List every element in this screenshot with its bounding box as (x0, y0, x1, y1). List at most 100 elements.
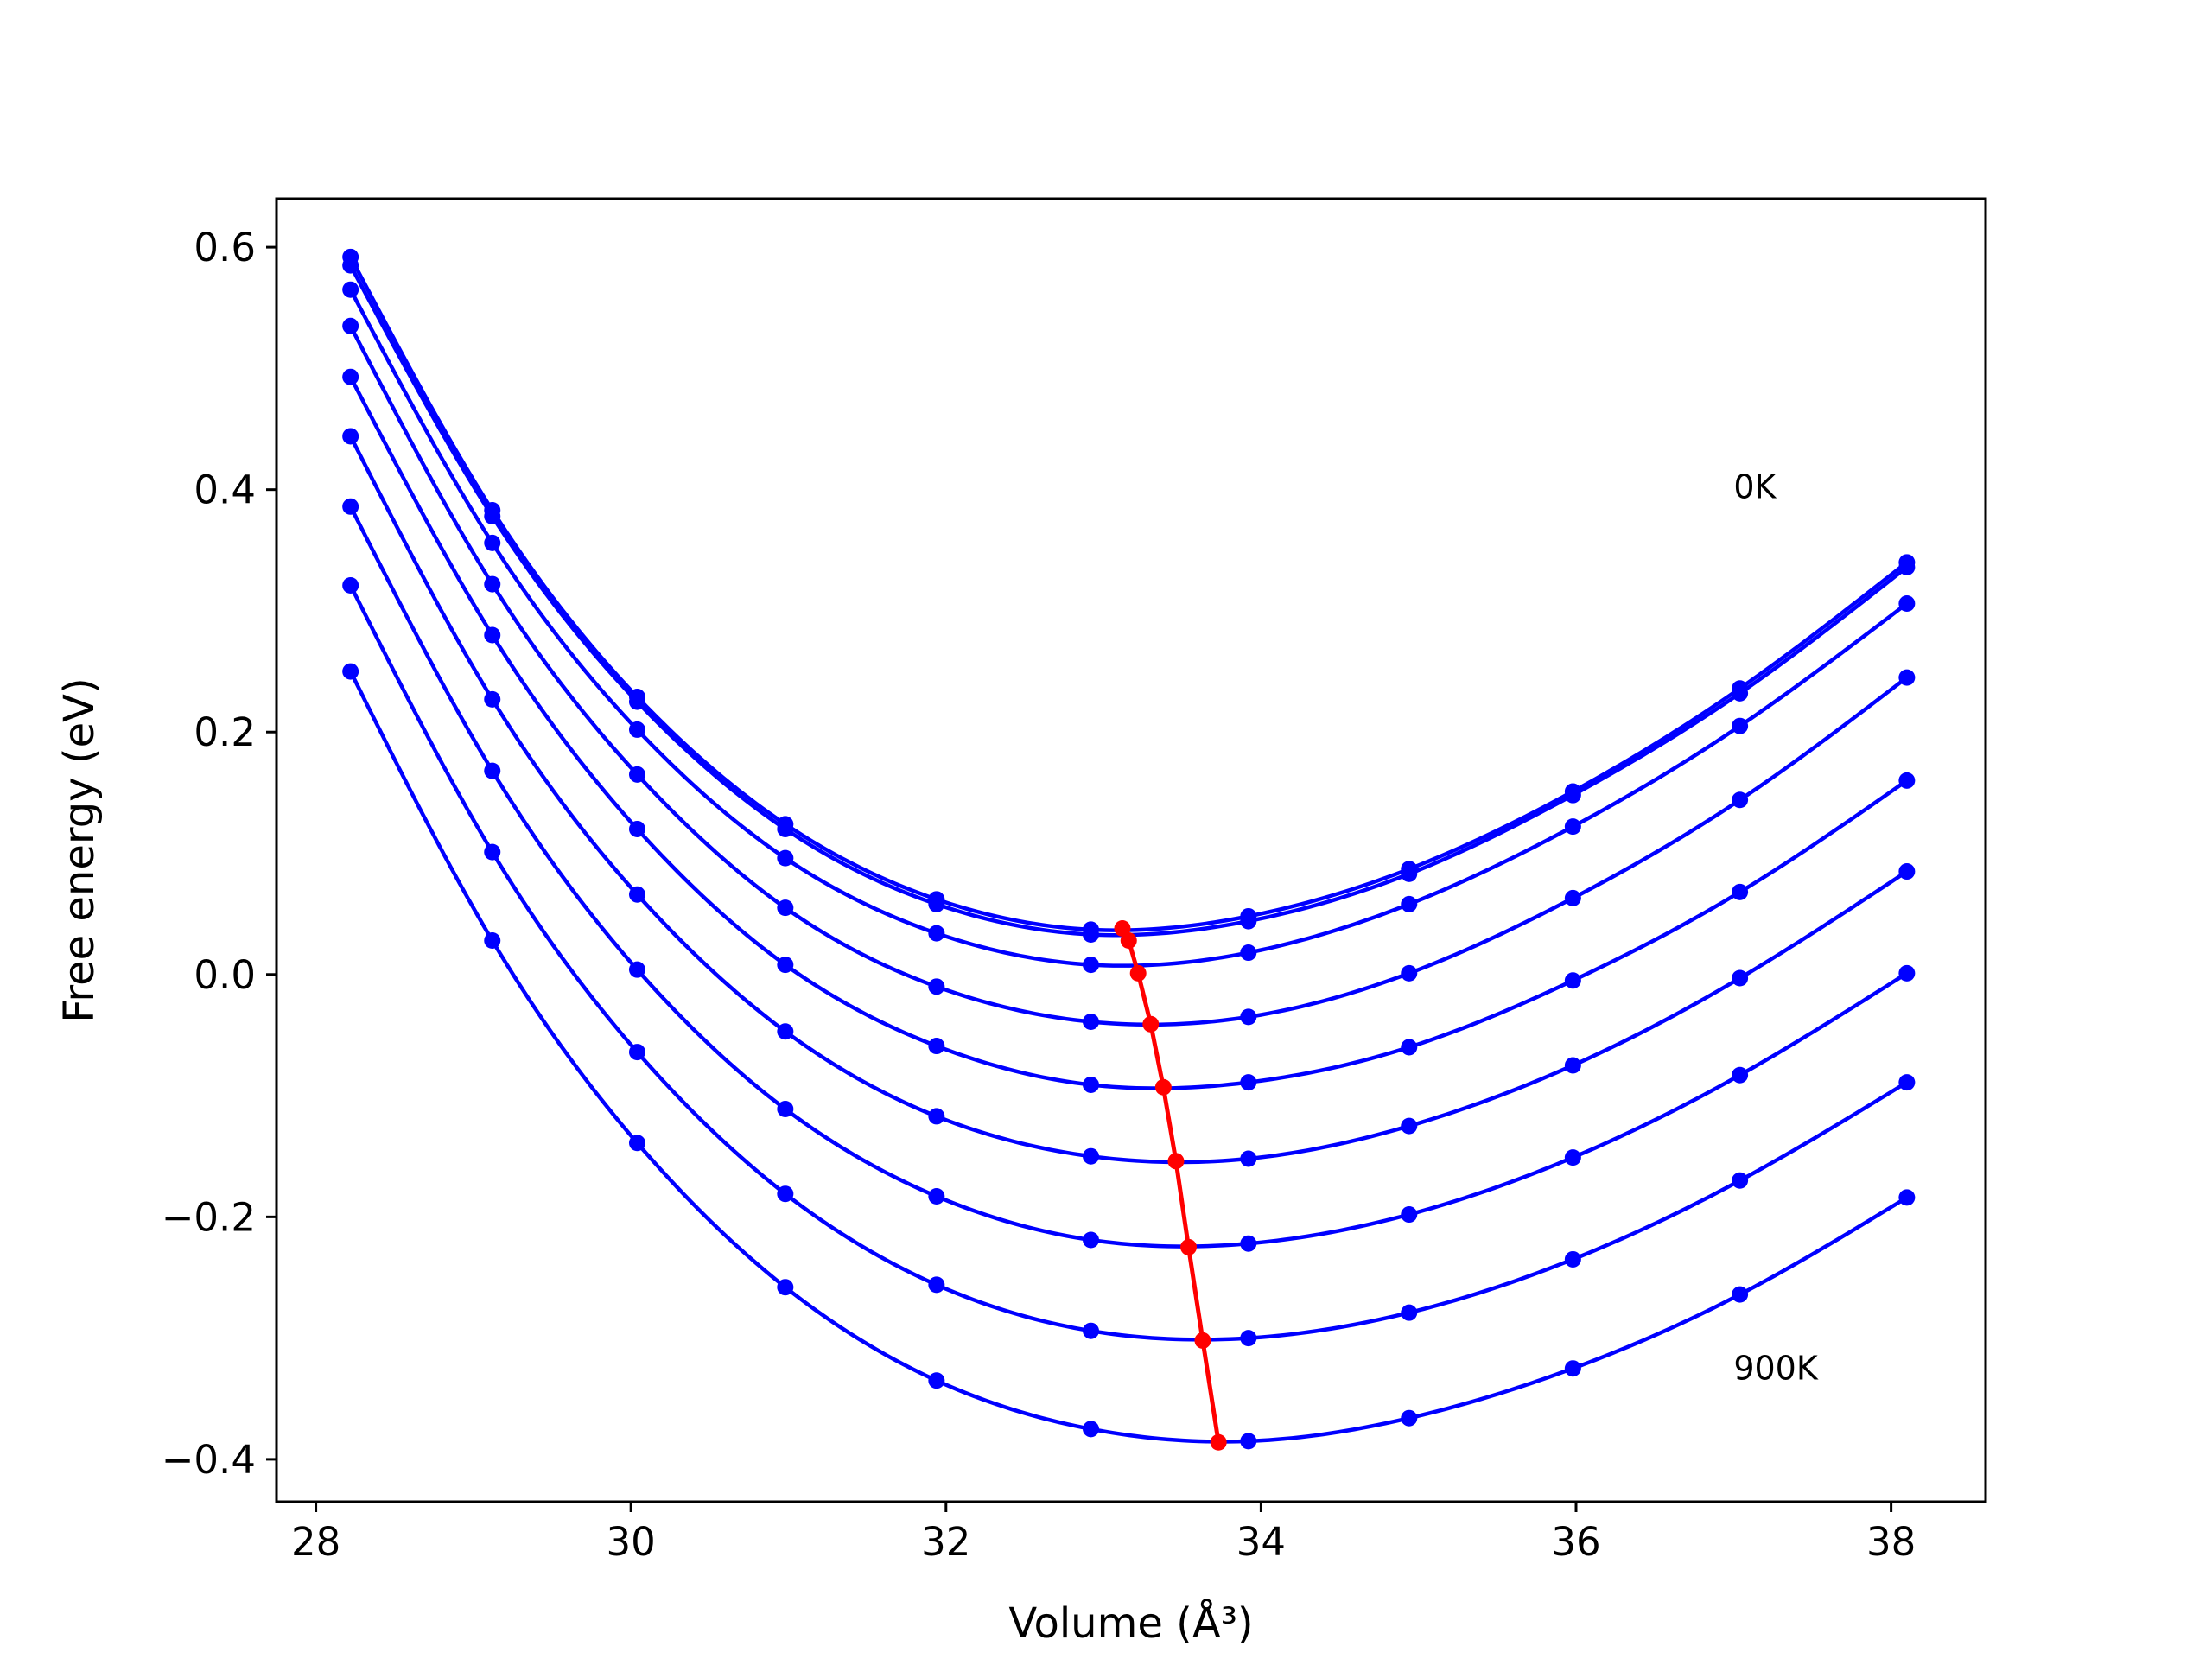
y-axis-label: Free energy (eV) (55, 677, 104, 1022)
isotherm-point (1732, 969, 1749, 987)
temperature-annotation: 0K (1733, 467, 1777, 505)
minimum-point (1142, 1015, 1160, 1033)
isotherm-point (342, 281, 359, 298)
isotherm-point (777, 1023, 794, 1040)
x-tick-label: 28 (291, 1519, 340, 1565)
isotherm-point (1732, 684, 1749, 702)
isotherm-curve (348, 289, 1909, 968)
isotherm-point (1401, 1039, 1418, 1056)
isotherm-point (628, 1135, 645, 1152)
x-tick-label: 34 (1236, 1519, 1286, 1565)
isotherm-point (484, 762, 501, 779)
isotherm-point (1898, 669, 1916, 686)
isotherm-point (1240, 1235, 1257, 1252)
isotherm-series-6 (342, 498, 1916, 1252)
y-tick-label: 0.6 (194, 225, 256, 270)
temperature-annotation: 900K (1733, 1349, 1819, 1387)
isotherm-point (1564, 1057, 1581, 1074)
minimum-point (1129, 964, 1147, 982)
isotherm-series-7 (342, 576, 1916, 1347)
isotherm-series-5 (342, 428, 1916, 1167)
minimum-point (1180, 1238, 1198, 1255)
x-tick-label: 32 (921, 1519, 970, 1565)
isotherm-point (1401, 1409, 1418, 1427)
isotherm-point (1401, 1304, 1418, 1321)
isotherm-point (342, 576, 359, 594)
y-tick-label: −0.2 (162, 1194, 256, 1240)
minimum-line-series (1114, 919, 1227, 1451)
isotherm-curve (348, 671, 1909, 1444)
isotherm-point (1083, 1231, 1100, 1249)
isotherm-point (777, 1279, 794, 1296)
isotherm-point (1564, 1360, 1581, 1377)
y-tick-label: 0.2 (194, 709, 256, 755)
x-tick-label: 36 (1551, 1519, 1600, 1565)
isotherm-point (928, 895, 945, 912)
isotherm-point (1898, 964, 1916, 982)
isotherm-point (484, 575, 501, 593)
isotherm-point (777, 1100, 794, 1117)
isotherm-point (1240, 1150, 1257, 1167)
isotherm-point (928, 1108, 945, 1125)
isotherm-point (1083, 1322, 1100, 1339)
minimum-point (1114, 919, 1131, 937)
isotherm-point (928, 1187, 945, 1205)
minimum-point (1120, 932, 1137, 950)
isotherm-point (484, 690, 501, 708)
x-axis-ticks: 28 30 32 34 36 38 (291, 1502, 1916, 1565)
isotherm-point (484, 932, 501, 950)
isotherm-curve (348, 376, 1909, 1090)
x-tick-label: 30 (607, 1519, 656, 1565)
isotherm-point (1083, 1421, 1100, 1438)
isotherm-curve (348, 325, 1909, 1027)
isotherm-point (628, 820, 645, 837)
isotherm-point (1401, 1117, 1418, 1135)
isotherm-point (342, 498, 359, 515)
isotherm-point (628, 961, 645, 978)
isotherm-series-2 (342, 281, 1916, 974)
isotherm-point (1083, 1147, 1100, 1165)
isotherm-curve (348, 435, 1909, 1165)
isotherm-point (1898, 1189, 1916, 1206)
isotherm-point (1240, 1074, 1257, 1091)
isotherm-point (342, 368, 359, 385)
isotherm-point (1564, 889, 1581, 906)
isotherm-point (1401, 964, 1418, 982)
minimum-point (1167, 1153, 1185, 1170)
isotherm-curve (348, 584, 1909, 1342)
isotherm-point (1083, 957, 1100, 974)
isotherm-point (1083, 1076, 1100, 1093)
isotherm-point (342, 257, 359, 274)
isotherm-point (484, 534, 501, 551)
isotherm-series-3 (342, 317, 1916, 1030)
isotherm-point (1732, 791, 1749, 809)
isotherm-point (1564, 1149, 1581, 1166)
isotherm-point (1083, 925, 1100, 943)
isotherm-point (1898, 595, 1916, 613)
isotherm-point (1898, 863, 1916, 880)
isotherm-point (1564, 972, 1581, 989)
isotherm-point (628, 1044, 645, 1061)
minimum-point (1154, 1078, 1172, 1096)
isotherm-point (628, 766, 645, 783)
annotations: 0K 900K (1733, 467, 1819, 1387)
isotherm-point (1401, 895, 1418, 912)
isotherm-point (628, 886, 645, 903)
isotherm-point (1401, 1206, 1418, 1224)
isotherm-point (628, 693, 645, 710)
isotherm-point (1732, 1066, 1749, 1084)
plot-frame (275, 197, 1987, 1503)
isotherm-point (1564, 818, 1581, 836)
isotherm-point (928, 978, 945, 995)
isotherm-point (1240, 1433, 1257, 1450)
isotherm-series-4 (342, 368, 1916, 1093)
isotherm-point (1732, 1286, 1749, 1303)
isotherm-point (342, 428, 359, 445)
y-axis-ticks: −0.4 −0.2 0.0 0.2 0.4 0.6 (162, 225, 276, 1483)
isotherm-point (1898, 558, 1916, 575)
isotherm-point (628, 721, 645, 738)
isotherm-curve (348, 505, 1909, 1249)
isotherm-point (484, 508, 501, 525)
isotherm-point (928, 1276, 945, 1294)
